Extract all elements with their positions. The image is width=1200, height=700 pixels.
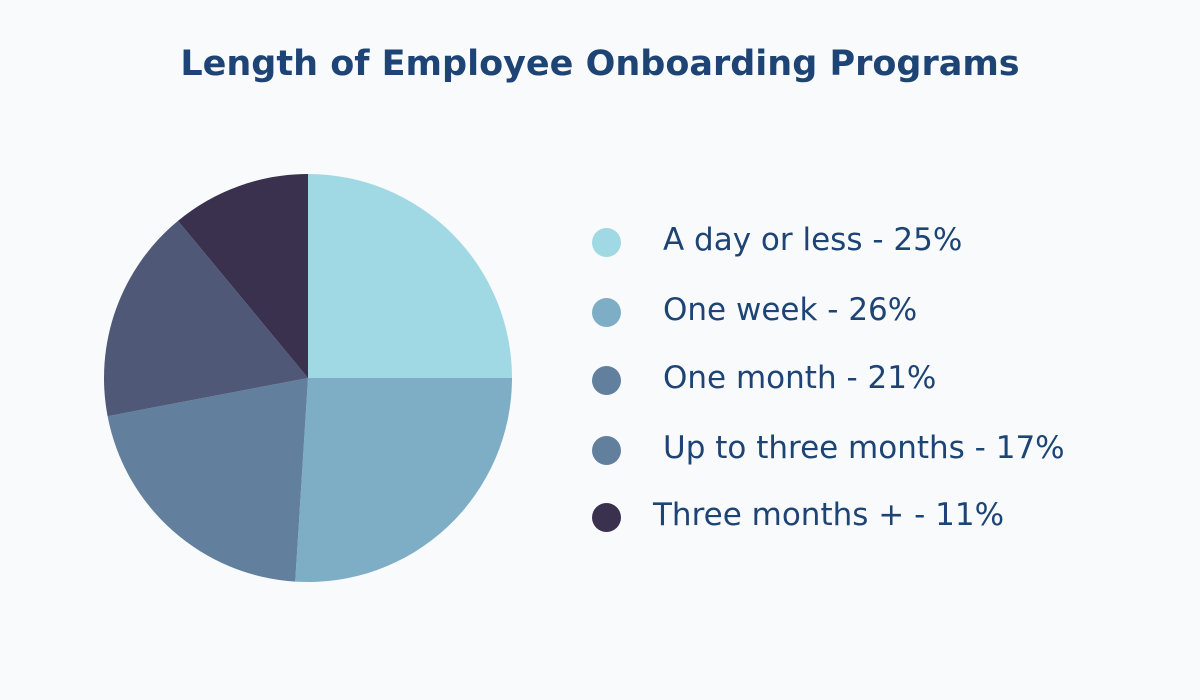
- pie-slice-three-months-plus: [177, 174, 308, 378]
- legend-dot: [592, 436, 621, 465]
- legend-dot: [592, 228, 621, 257]
- pie-slice-one-month: [107, 378, 308, 582]
- legend-dot: [592, 503, 621, 532]
- legend-label: A day or less - 25%: [663, 222, 963, 258]
- legend-label: Up to three months - 17%: [663, 430, 1065, 466]
- legend-label: One week - 26%: [663, 292, 918, 328]
- pie-slice-up-to-three-months: [103, 220, 308, 417]
- pie-slice-a-day-or-less: [308, 174, 512, 378]
- pie-slice-one-week: [295, 378, 512, 583]
- legend-dot: [592, 298, 621, 327]
- legend-label: One month - 21%: [663, 360, 937, 396]
- legend-label: Three months + - 11%: [653, 497, 1005, 533]
- pie-slices: [103, 174, 512, 583]
- legend-dot: [592, 366, 621, 395]
- chart-title: Length of Employee Onboarding Programs: [180, 44, 1020, 84]
